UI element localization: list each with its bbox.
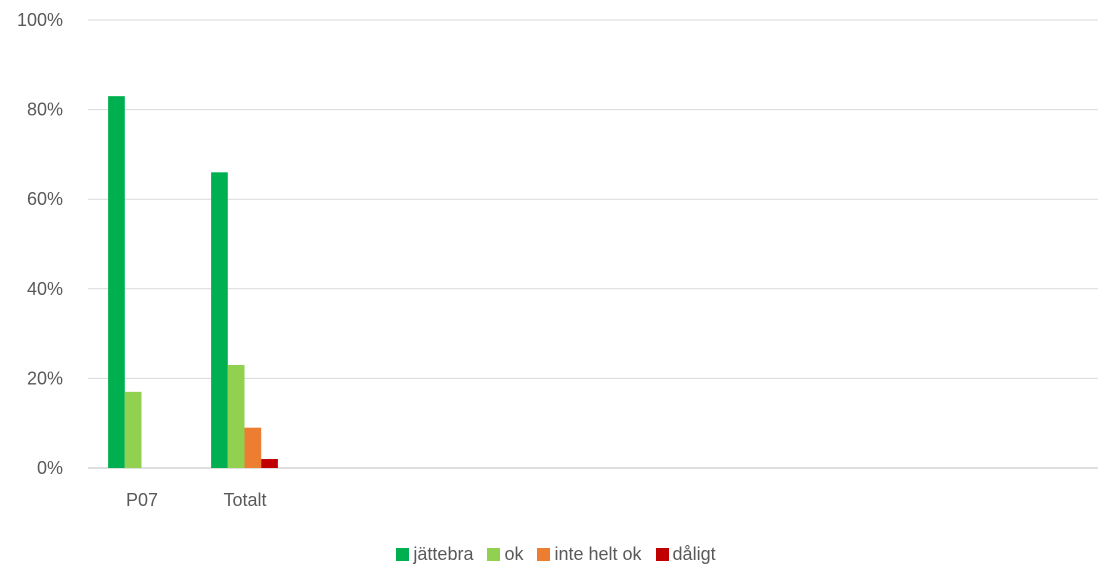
- legend-swatch: [655, 547, 669, 561]
- bar-totalt-0: [211, 172, 228, 468]
- x-tick-label: P07: [126, 490, 158, 510]
- gridlines: [88, 19, 1098, 469]
- y-tick-label: 0%: [37, 458, 63, 478]
- bar-totalt-1: [227, 364, 245, 468]
- y-axis-ticks: 0% 20% 40% 60% 80% 100%: [17, 10, 63, 478]
- legend-item: dåligt: [655, 543, 716, 565]
- y-tick-label: 80%: [27, 100, 63, 120]
- legend: jättebra ok inte helt ok dåligt: [0, 541, 1112, 567]
- legend-label: dåligt: [672, 543, 716, 564]
- bar-p07-1: [124, 391, 142, 468]
- y-tick-label: 100%: [17, 10, 63, 30]
- bar-totalt-2: [244, 427, 262, 468]
- legend-swatch: [487, 547, 501, 561]
- bar-p07-0: [108, 96, 125, 468]
- legend-item: ok: [487, 544, 523, 565]
- legend-swatch: [396, 547, 410, 561]
- legend-item: inte helt ok: [537, 543, 642, 565]
- bar-totalt-3: [261, 459, 278, 468]
- legend-label: inte helt ok: [554, 543, 642, 564]
- legend-label: ok: [504, 543, 524, 564]
- bars: [108, 96, 278, 468]
- y-tick-label: 20%: [27, 368, 63, 388]
- legend-label: jättebra: [413, 543, 474, 564]
- y-tick-label: 40%: [27, 279, 63, 299]
- x-tick-label: Totalt: [223, 490, 266, 510]
- legend-item: jättebra: [396, 544, 473, 565]
- legend-swatch: [537, 547, 551, 561]
- x-axis-ticks: P07 Totalt: [126, 490, 267, 510]
- y-tick-label: 60%: [27, 189, 63, 209]
